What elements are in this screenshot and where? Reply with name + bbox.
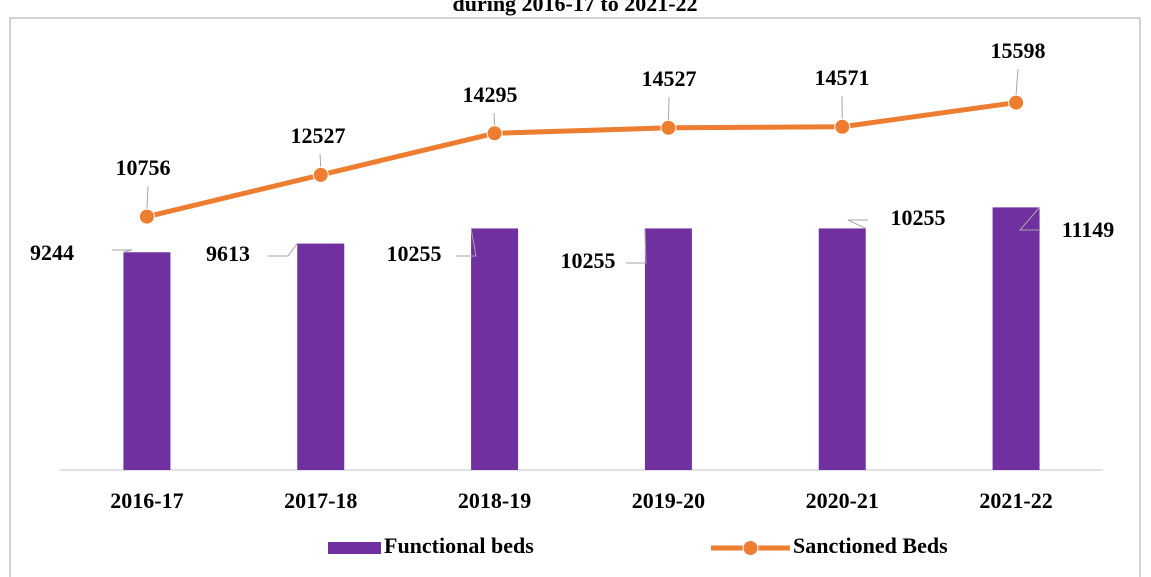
line-marker (138, 208, 155, 225)
legend-label: Sanctioned Beds (793, 533, 948, 558)
line-marker (834, 118, 851, 135)
legend-swatch (328, 542, 381, 554)
x-tick-label: 2017-18 (284, 488, 357, 513)
bar (297, 243, 345, 470)
data-label: 10255 (891, 205, 946, 230)
bar (818, 228, 866, 470)
data-label: 10255 (561, 248, 616, 273)
leader-line (847, 219, 868, 229)
line-marker (1008, 94, 1025, 111)
leader-line (1015, 68, 1019, 95)
leader-line (146, 185, 149, 209)
data-label: 11149 (1062, 217, 1115, 242)
bar (644, 228, 692, 470)
data-label: 9244 (30, 240, 74, 265)
chart-border (9, 17, 1141, 577)
leader-line (1018, 207, 1040, 231)
leader-line (268, 243, 298, 257)
x-tick-label: 2016-17 (110, 488, 183, 513)
line (146, 100, 1017, 220)
data-label: 14295 (463, 82, 518, 107)
chart-title: during 2016-17 to 2021-22 (452, 0, 697, 16)
line-marker (486, 125, 503, 142)
leader-line (667, 96, 670, 120)
data-label: 9613 (206, 241, 250, 266)
leader-line (112, 249, 133, 253)
x-tick-label: 2019-20 (632, 488, 705, 513)
data-label: 14527 (642, 66, 697, 91)
leader-line (626, 228, 647, 264)
leader-line (456, 228, 477, 257)
data-label: 10255 (387, 241, 442, 266)
line-marker (312, 166, 329, 183)
x-tick-label: 2018-19 (458, 488, 531, 513)
data-label: 14571 (815, 65, 870, 90)
x-tick-label: 2020-21 (806, 488, 879, 513)
bar (992, 207, 1040, 471)
data-label: 15598 (991, 38, 1046, 63)
bar (471, 228, 519, 470)
bar (123, 252, 171, 470)
line-marker (660, 119, 677, 136)
leader-line (493, 112, 496, 126)
legend-label: Functional beds (384, 533, 534, 558)
leader-line (319, 153, 322, 167)
data-label: 10756 (116, 155, 171, 180)
x-tick-label: 2021-22 (979, 488, 1052, 513)
data-label: 12527 (291, 123, 346, 148)
legend-swatch (742, 540, 759, 556)
